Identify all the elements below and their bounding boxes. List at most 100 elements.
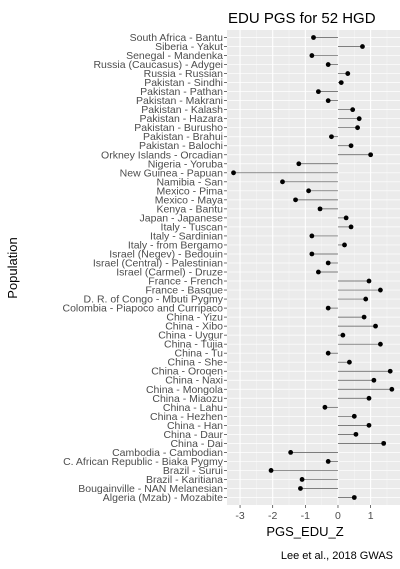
chart-title: EDU PGS for 52 HGD: [228, 10, 376, 27]
y-tick-label: Italy - from Bergamo: [128, 239, 223, 251]
data-point: [325, 260, 331, 266]
y-tick-label: Orkney Islands - Orcadian: [101, 149, 223, 161]
data-point: [381, 440, 387, 446]
y-tick-label: China - Uygur: [158, 330, 223, 342]
y-tick-label: Pakistan - Pathan: [140, 86, 223, 98]
y-tick-label: Namibia - San: [156, 176, 223, 188]
y-tick-label: Pakistan - Kalash: [141, 104, 223, 116]
data-point: [325, 459, 331, 464]
y-tick-label: Senegal - Mandenka: [126, 50, 223, 62]
y-tick-label: C. African Republic - Biaka Pygmy: [63, 456, 224, 468]
y-tick-label: Mexico - Maya: [155, 194, 223, 206]
y-tick-label: Pakistan - Hazara: [140, 113, 224, 125]
data-point: [309, 251, 315, 257]
data-point: [366, 278, 372, 284]
x-axis-label: PGS_EDU_Z: [266, 524, 343, 539]
y-tick-label: Pakistan - Sindhi: [144, 77, 223, 89]
y-tick-label: Pakistan - Brahui: [143, 131, 223, 143]
data-point: [342, 242, 347, 248]
y-tick-label: New Guinea - Papuan: [120, 167, 223, 179]
y-tick-label: China - Naxi: [165, 375, 223, 387]
data-point: [343, 215, 349, 221]
data-point: [315, 269, 321, 275]
y-tick-label: China - Dai: [170, 438, 223, 450]
y-tick-label: Algeria (Mzab) - Mozabite: [103, 492, 223, 504]
data-point: [309, 53, 315, 58]
data-point: [325, 62, 331, 67]
y-tick-label: China - Miaozu: [152, 393, 223, 405]
y-tick-label: Israel (Central) - Palestinian: [93, 257, 223, 269]
data-point: [231, 170, 236, 176]
y-tick-label: Israel (Carmel) - Druze: [116, 267, 223, 279]
data-point: [351, 495, 357, 500]
y-tick-label: Kenya - Bantu: [156, 203, 223, 215]
data-point: [345, 71, 351, 76]
x-tick-label: -1: [301, 510, 310, 522]
data-point: [373, 323, 378, 329]
data-point: [315, 89, 321, 95]
data-point: [325, 350, 331, 356]
data-point: [378, 341, 383, 347]
y-tick-label: Mexico - Pima: [156, 185, 223, 197]
y-tick-label: Italy - Tuscan: [161, 221, 224, 233]
y-tick-label: China - She: [168, 357, 224, 369]
y-axis-label: Population: [5, 237, 20, 298]
y-tick-label: Colombia - Piapoco and Curripaco: [63, 303, 224, 315]
x-tick-label: -3: [235, 510, 244, 522]
x-tick-labels: -3 -2 -1 0 1: [235, 505, 374, 522]
data-point: [309, 233, 315, 239]
data-point: [368, 152, 374, 158]
data-point: [298, 486, 303, 491]
x-tick-label: -2: [268, 510, 277, 522]
y-tick-label: Cambodia - Cambodian: [112, 447, 223, 459]
y-tick-label: Nigeria - Yoruba: [148, 158, 223, 170]
y-tick-label: Israel (Negev) - Bedouin: [109, 248, 223, 260]
data-point: [325, 305, 331, 311]
plot-panel: [227, 30, 400, 505]
y-tick-label: Pakistan - Makrani: [136, 95, 223, 107]
y-tick-label: Russia (Caucasus) - Adygei: [93, 59, 223, 71]
data-point: [351, 413, 357, 419]
y-tick-label: Bougainville - NAN Melanesian: [78, 483, 223, 495]
y-tick-label: Italy - Sardinian: [150, 230, 223, 242]
data-point: [355, 125, 360, 131]
data-point: [280, 179, 285, 185]
data-point: [361, 314, 367, 320]
data-point: [366, 395, 372, 401]
y-tick-label: D. R. of Congo - Mbuti Pygmy: [84, 294, 224, 306]
data-point: [353, 431, 359, 437]
point-layer: [231, 35, 395, 500]
data-point: [299, 477, 305, 482]
data-point: [389, 386, 395, 392]
y-tick-label: France - Basque: [145, 285, 223, 297]
data-point: [378, 287, 383, 293]
y-tick-label: France - French: [148, 276, 223, 288]
data-point: [387, 368, 393, 374]
y-tick-label: Russia - Russian: [144, 68, 224, 80]
data-point: [348, 143, 354, 149]
data-point: [322, 404, 328, 410]
data-point: [306, 188, 312, 194]
x-tick-label: 0: [335, 510, 341, 522]
data-point: [325, 98, 331, 104]
y-tick-label: China - Tu: [175, 348, 224, 360]
data-point: [311, 35, 316, 40]
data-point: [317, 206, 323, 212]
y-tick-label: Brazil - Karitiana: [146, 474, 223, 486]
data-point: [363, 296, 369, 302]
data-point: [348, 224, 354, 230]
data-point: [356, 116, 362, 122]
y-tick-label: China - Xibo: [165, 321, 223, 333]
stem-layer: [233, 37, 392, 498]
y-tick-label: South Africa - Bantu: [130, 32, 224, 44]
x-tick-label: 1: [368, 510, 374, 522]
y-tick-label: China - Tujia: [164, 339, 223, 351]
data-point: [350, 107, 356, 113]
y-tick-label: China - Hezhen: [150, 411, 223, 423]
data-point: [360, 44, 365, 49]
data-point: [293, 197, 298, 203]
data-point: [371, 377, 377, 383]
